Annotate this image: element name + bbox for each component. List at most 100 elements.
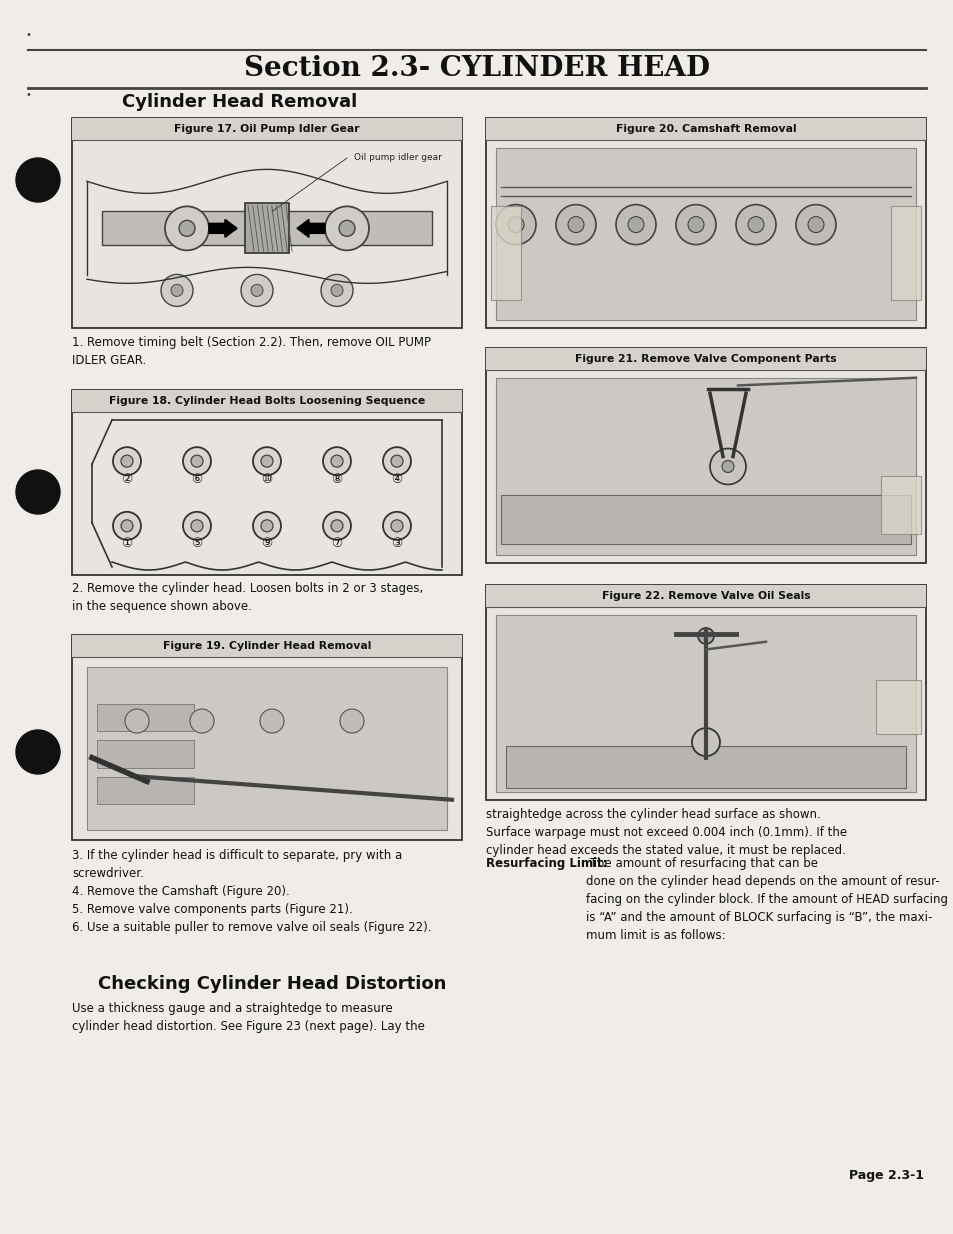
Circle shape bbox=[121, 455, 132, 468]
Bar bbox=[245, 204, 289, 253]
Text: Page 2.3-1: Page 2.3-1 bbox=[848, 1169, 923, 1181]
Text: 1. Remove timing belt (Section 2.2). Then, remove OIL PUMP
IDLER GEAR.: 1. Remove timing belt (Section 2.2). The… bbox=[71, 336, 431, 366]
Text: Figure 20. Camshaft Removal: Figure 20. Camshaft Removal bbox=[615, 123, 796, 135]
Bar bbox=[485, 585, 925, 607]
Bar bbox=[97, 740, 193, 768]
Circle shape bbox=[191, 455, 203, 468]
Circle shape bbox=[260, 710, 284, 733]
Text: Use a thickness gauge and a straightedge to measure
cylinder head distortion. Se: Use a thickness gauge and a straightedge… bbox=[71, 1002, 424, 1033]
Circle shape bbox=[382, 512, 411, 539]
Text: ⑧: ⑧ bbox=[331, 473, 342, 486]
Circle shape bbox=[253, 512, 281, 539]
Text: Cylinder Head Removal: Cylinder Head Removal bbox=[122, 93, 357, 111]
Circle shape bbox=[112, 512, 141, 539]
Circle shape bbox=[261, 520, 273, 532]
Bar bbox=[71, 118, 461, 328]
Circle shape bbox=[338, 221, 355, 237]
Text: Section 2.3- CYLINDER HEAD: Section 2.3- CYLINDER HEAD bbox=[244, 54, 709, 81]
Bar bbox=[485, 118, 925, 139]
Text: ⑤: ⑤ bbox=[192, 537, 202, 550]
Text: ⑩: ⑩ bbox=[261, 473, 273, 486]
Circle shape bbox=[339, 710, 364, 733]
Circle shape bbox=[183, 447, 211, 475]
Bar bbox=[71, 636, 461, 656]
Bar bbox=[97, 703, 193, 731]
Circle shape bbox=[323, 512, 351, 539]
Text: Oil pump idler gear: Oil pump idler gear bbox=[354, 153, 441, 163]
Circle shape bbox=[807, 217, 823, 232]
Circle shape bbox=[191, 520, 203, 532]
Circle shape bbox=[190, 710, 213, 733]
Bar bbox=[491, 206, 520, 300]
Circle shape bbox=[391, 520, 402, 532]
Text: ④: ④ bbox=[391, 473, 402, 486]
Text: Figure 18. Cylinder Head Bolts Loosening Sequence: Figure 18. Cylinder Head Bolts Loosening… bbox=[109, 396, 425, 406]
Circle shape bbox=[698, 628, 713, 644]
Circle shape bbox=[496, 205, 536, 244]
Circle shape bbox=[323, 447, 351, 475]
Bar bbox=[880, 476, 920, 534]
Bar bbox=[71, 390, 461, 412]
Text: Checking Cylinder Head Distortion: Checking Cylinder Head Distortion bbox=[98, 975, 446, 993]
Circle shape bbox=[125, 710, 149, 733]
Circle shape bbox=[251, 284, 263, 296]
Text: ⑦: ⑦ bbox=[331, 537, 342, 550]
Circle shape bbox=[676, 205, 716, 244]
Bar bbox=[496, 148, 915, 320]
Circle shape bbox=[331, 520, 343, 532]
Bar bbox=[875, 680, 920, 734]
Text: ②: ② bbox=[121, 473, 132, 486]
Text: Figure 22. Remove Valve Oil Seals: Figure 22. Remove Valve Oil Seals bbox=[601, 591, 809, 601]
Circle shape bbox=[721, 460, 733, 473]
Text: •: • bbox=[25, 90, 30, 100]
Circle shape bbox=[556, 205, 596, 244]
Circle shape bbox=[121, 520, 132, 532]
Bar bbox=[500, 495, 910, 544]
Circle shape bbox=[16, 158, 60, 202]
Text: Figure 21. Remove Valve Component Parts: Figure 21. Remove Valve Component Parts bbox=[575, 354, 836, 364]
Bar bbox=[87, 668, 447, 830]
Text: The amount of resurfacing that can be
done on the cylinder head depends on the a: The amount of resurfacing that can be do… bbox=[585, 856, 947, 942]
Text: ⑨: ⑨ bbox=[261, 537, 273, 550]
Circle shape bbox=[261, 455, 273, 468]
Circle shape bbox=[687, 217, 703, 232]
Bar bbox=[485, 118, 925, 328]
Text: 3. If the cylinder head is difficult to separate, pry with a
screwdriver.
4. Rem: 3. If the cylinder head is difficult to … bbox=[71, 849, 431, 934]
Circle shape bbox=[179, 221, 194, 237]
Bar bbox=[496, 615, 915, 792]
Circle shape bbox=[171, 284, 183, 296]
Text: Figure 17. Oil Pump Idler Gear: Figure 17. Oil Pump Idler Gear bbox=[174, 123, 359, 135]
Circle shape bbox=[241, 274, 273, 306]
Circle shape bbox=[331, 455, 343, 468]
FancyArrow shape bbox=[209, 220, 236, 237]
FancyArrow shape bbox=[296, 220, 325, 237]
Circle shape bbox=[16, 470, 60, 515]
Bar bbox=[97, 776, 193, 805]
Circle shape bbox=[747, 217, 763, 232]
Bar bbox=[485, 348, 925, 563]
Bar bbox=[485, 348, 925, 370]
Circle shape bbox=[325, 206, 369, 251]
Bar bbox=[71, 390, 461, 575]
Text: straightedge across the cylinder head surface as shown.
Surface warpage must not: straightedge across the cylinder head su… bbox=[485, 808, 846, 856]
Bar bbox=[890, 206, 920, 300]
Circle shape bbox=[161, 274, 193, 306]
Circle shape bbox=[735, 205, 775, 244]
Bar bbox=[102, 211, 432, 246]
Circle shape bbox=[112, 447, 141, 475]
Circle shape bbox=[567, 217, 583, 232]
Bar bbox=[496, 378, 915, 555]
Bar bbox=[485, 585, 925, 800]
Circle shape bbox=[253, 447, 281, 475]
Bar bbox=[71, 636, 461, 840]
Text: ⑥: ⑥ bbox=[192, 473, 202, 486]
Bar bbox=[71, 118, 461, 139]
Text: Figure 19. Cylinder Head Removal: Figure 19. Cylinder Head Removal bbox=[163, 640, 371, 652]
Circle shape bbox=[795, 205, 835, 244]
Circle shape bbox=[391, 455, 402, 468]
Circle shape bbox=[16, 731, 60, 774]
Circle shape bbox=[320, 274, 353, 306]
Circle shape bbox=[691, 728, 720, 756]
Circle shape bbox=[616, 205, 656, 244]
Bar bbox=[505, 747, 905, 789]
